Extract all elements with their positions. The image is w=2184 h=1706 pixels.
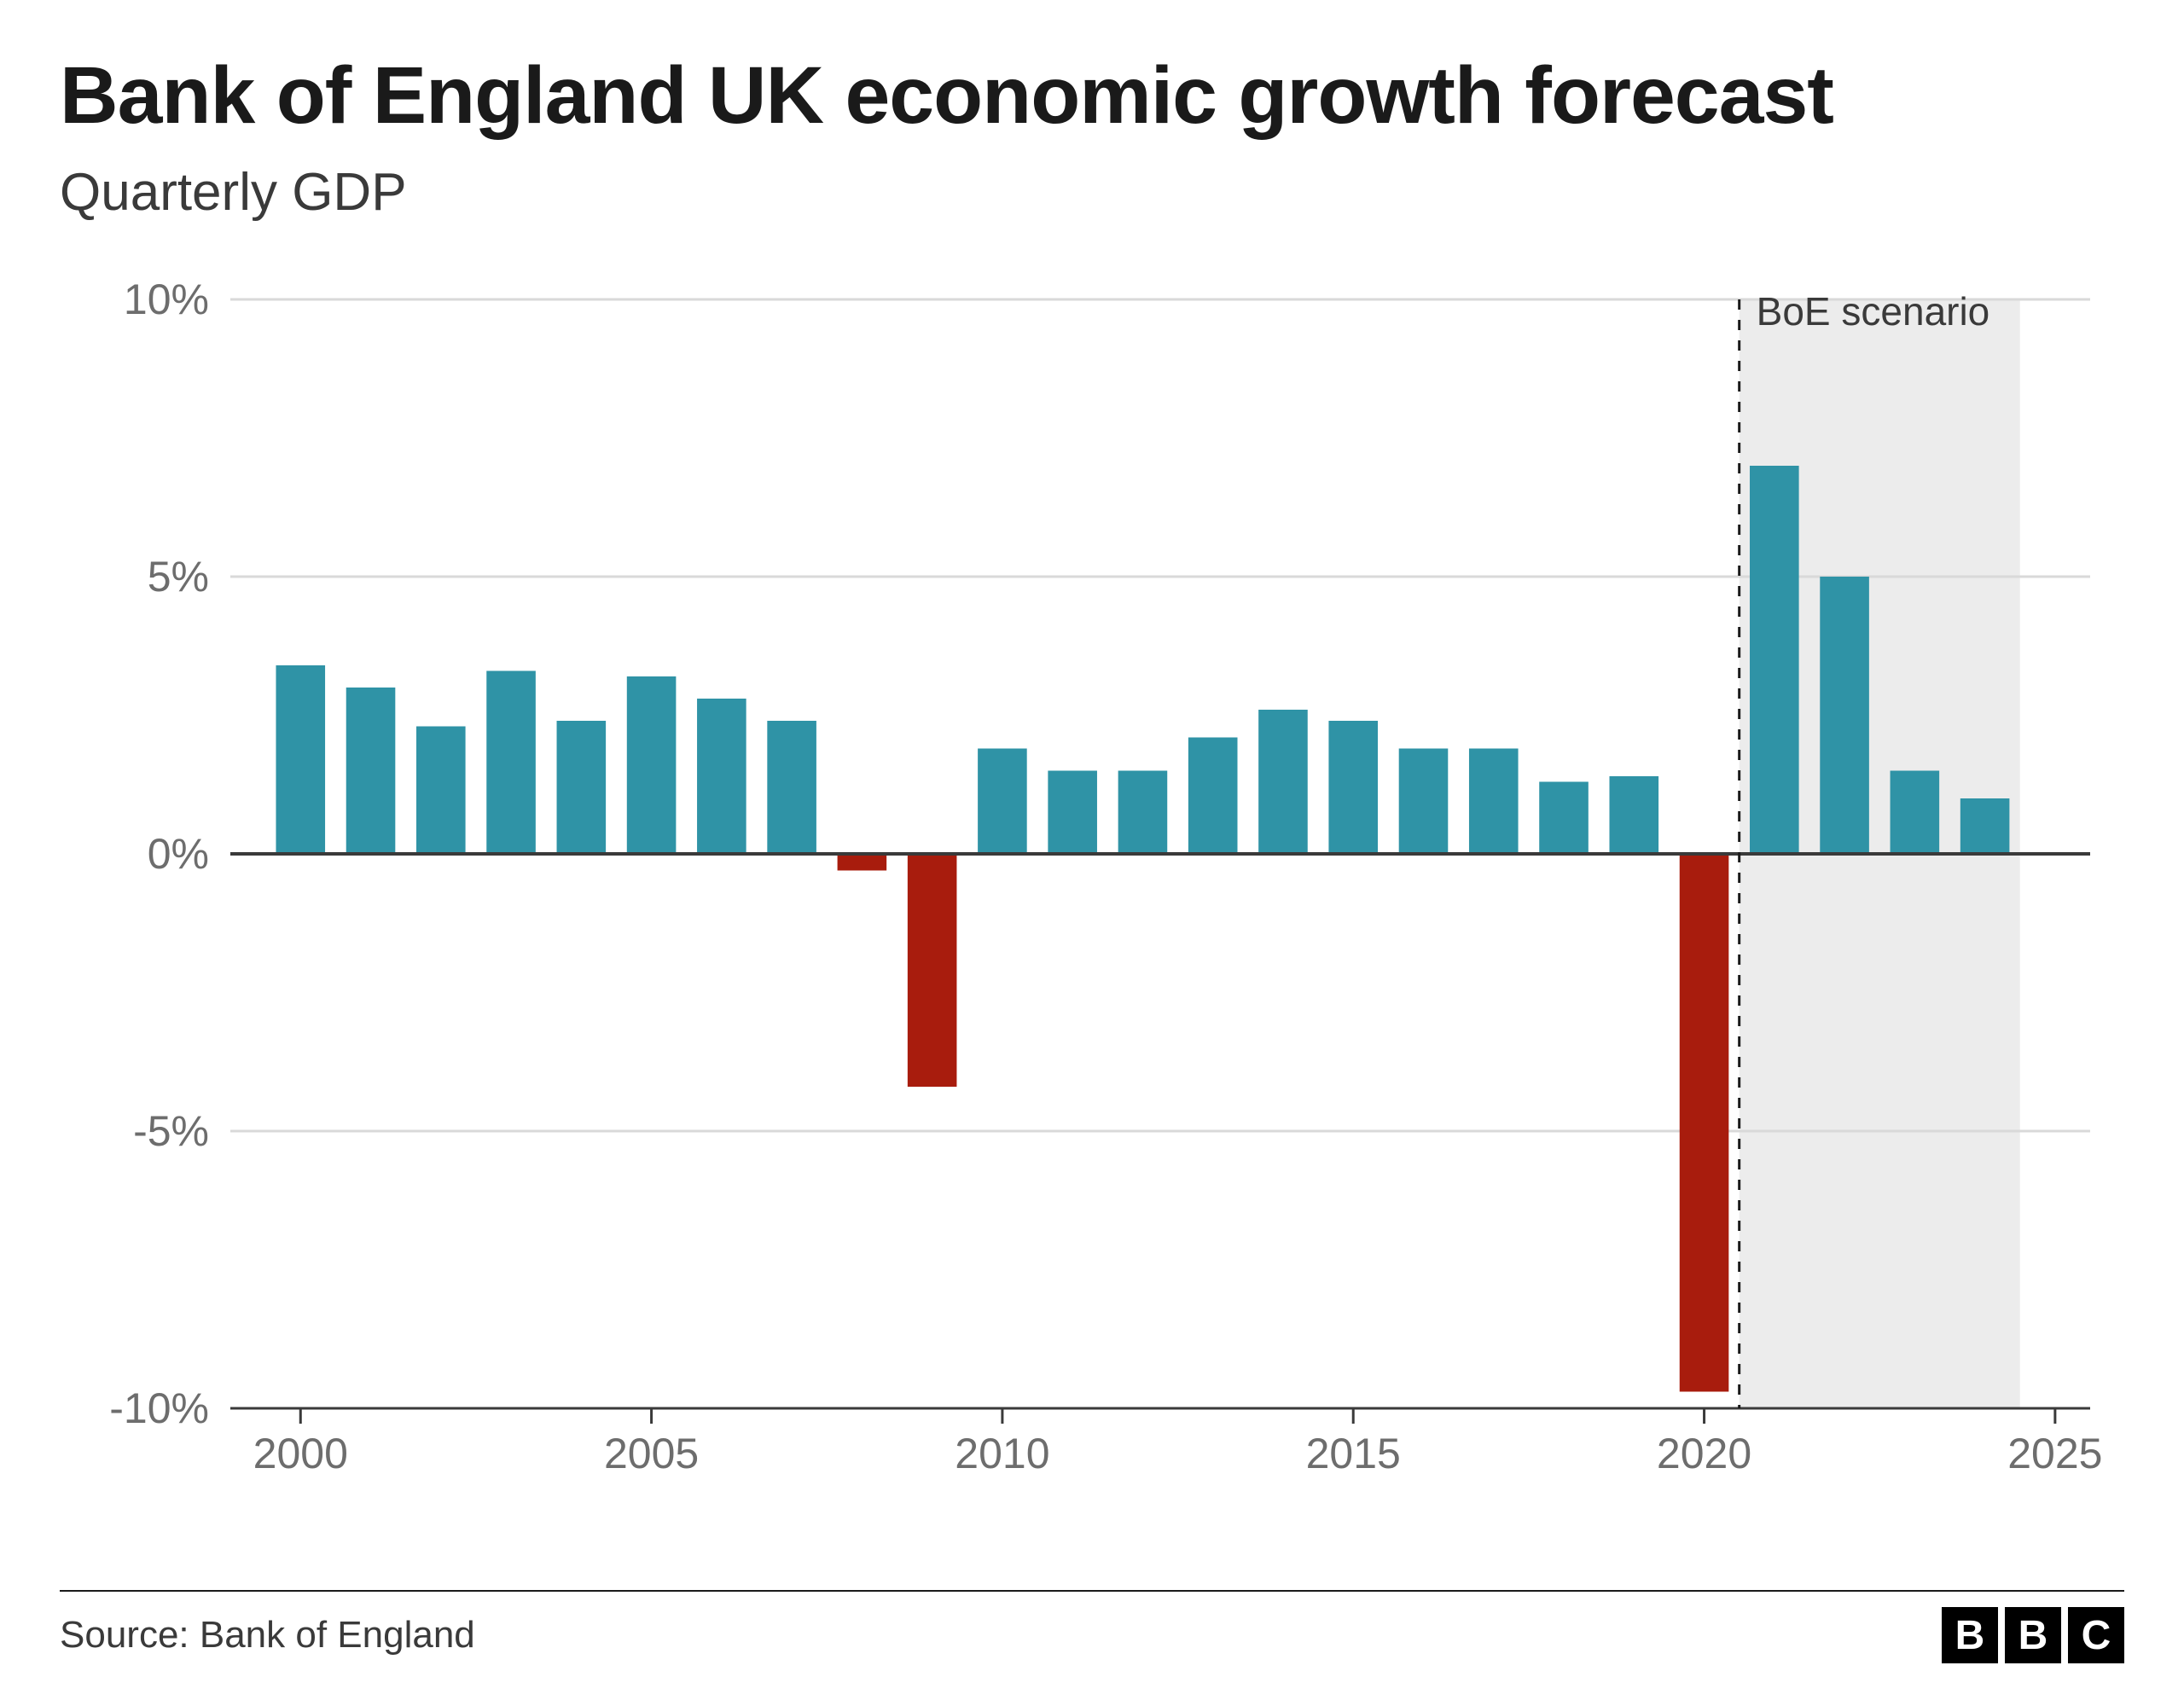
x-tick-label: 2000: [253, 1430, 348, 1477]
x-tick-label: 2015: [1306, 1430, 1401, 1477]
bar: [1399, 748, 1449, 854]
chart-title: Bank of England UK economic growth forec…: [60, 51, 2124, 141]
bar: [1680, 854, 1729, 1392]
bar: [1820, 577, 1869, 854]
bar: [627, 676, 677, 854]
chart-container: Bank of England UK economic growth forec…: [0, 0, 2184, 1706]
x-tick-label: 2005: [604, 1430, 699, 1477]
bbc-logo: B B C: [1942, 1607, 2124, 1663]
bar: [838, 854, 887, 871]
bar: [1960, 798, 2010, 854]
bar: [346, 688, 396, 854]
chart-subtitle: Quarterly GDP: [60, 162, 2124, 223]
bar: [1118, 770, 1168, 854]
bbc-logo-letter: B: [2005, 1607, 2061, 1663]
x-tick-label: 2010: [955, 1430, 1049, 1477]
forecast-annotation: BoE scenario: [1757, 289, 1990, 334]
chart-plot: -10% -5% 0% 5% 10% 2000 2005 2010 2015 2020 2025 Bo…: [60, 265, 2124, 1502]
bar: [978, 748, 1027, 854]
source-label: Source: Bank of England: [60, 1614, 475, 1657]
y-tick-label: -10%: [109, 1384, 209, 1432]
bar: [1188, 737, 1238, 854]
y-tick-label: 0%: [148, 830, 209, 878]
x-tick-label: 2020: [1657, 1430, 1751, 1477]
chart-svg: -10% -5% 0% 5% 10% 2000 2005 2010 2015 2020 2025 Bo…: [60, 265, 2124, 1502]
bar: [1750, 466, 1799, 854]
y-tick-label: 5%: [148, 553, 209, 601]
y-tick-label: -5%: [133, 1107, 209, 1155]
bbc-logo-letter: B: [1942, 1607, 1998, 1663]
bar: [1609, 776, 1658, 854]
bar: [276, 665, 325, 854]
bar: [557, 721, 607, 854]
bar: [1469, 748, 1519, 854]
bar: [1328, 721, 1378, 854]
bar: [1258, 710, 1308, 854]
bar: [1048, 770, 1097, 854]
bbc-logo-letter: C: [2068, 1607, 2124, 1663]
bar: [767, 721, 816, 854]
y-tick-label: 10%: [124, 276, 209, 323]
bar: [1891, 770, 1940, 854]
chart-footer: Source: Bank of England B B C: [60, 1590, 2124, 1663]
bar: [1539, 781, 1589, 854]
bar: [416, 726, 466, 854]
bar: [908, 854, 957, 1087]
bar: [486, 670, 536, 854]
bar: [697, 699, 746, 854]
x-tick-label: 2025: [2007, 1430, 2102, 1477]
